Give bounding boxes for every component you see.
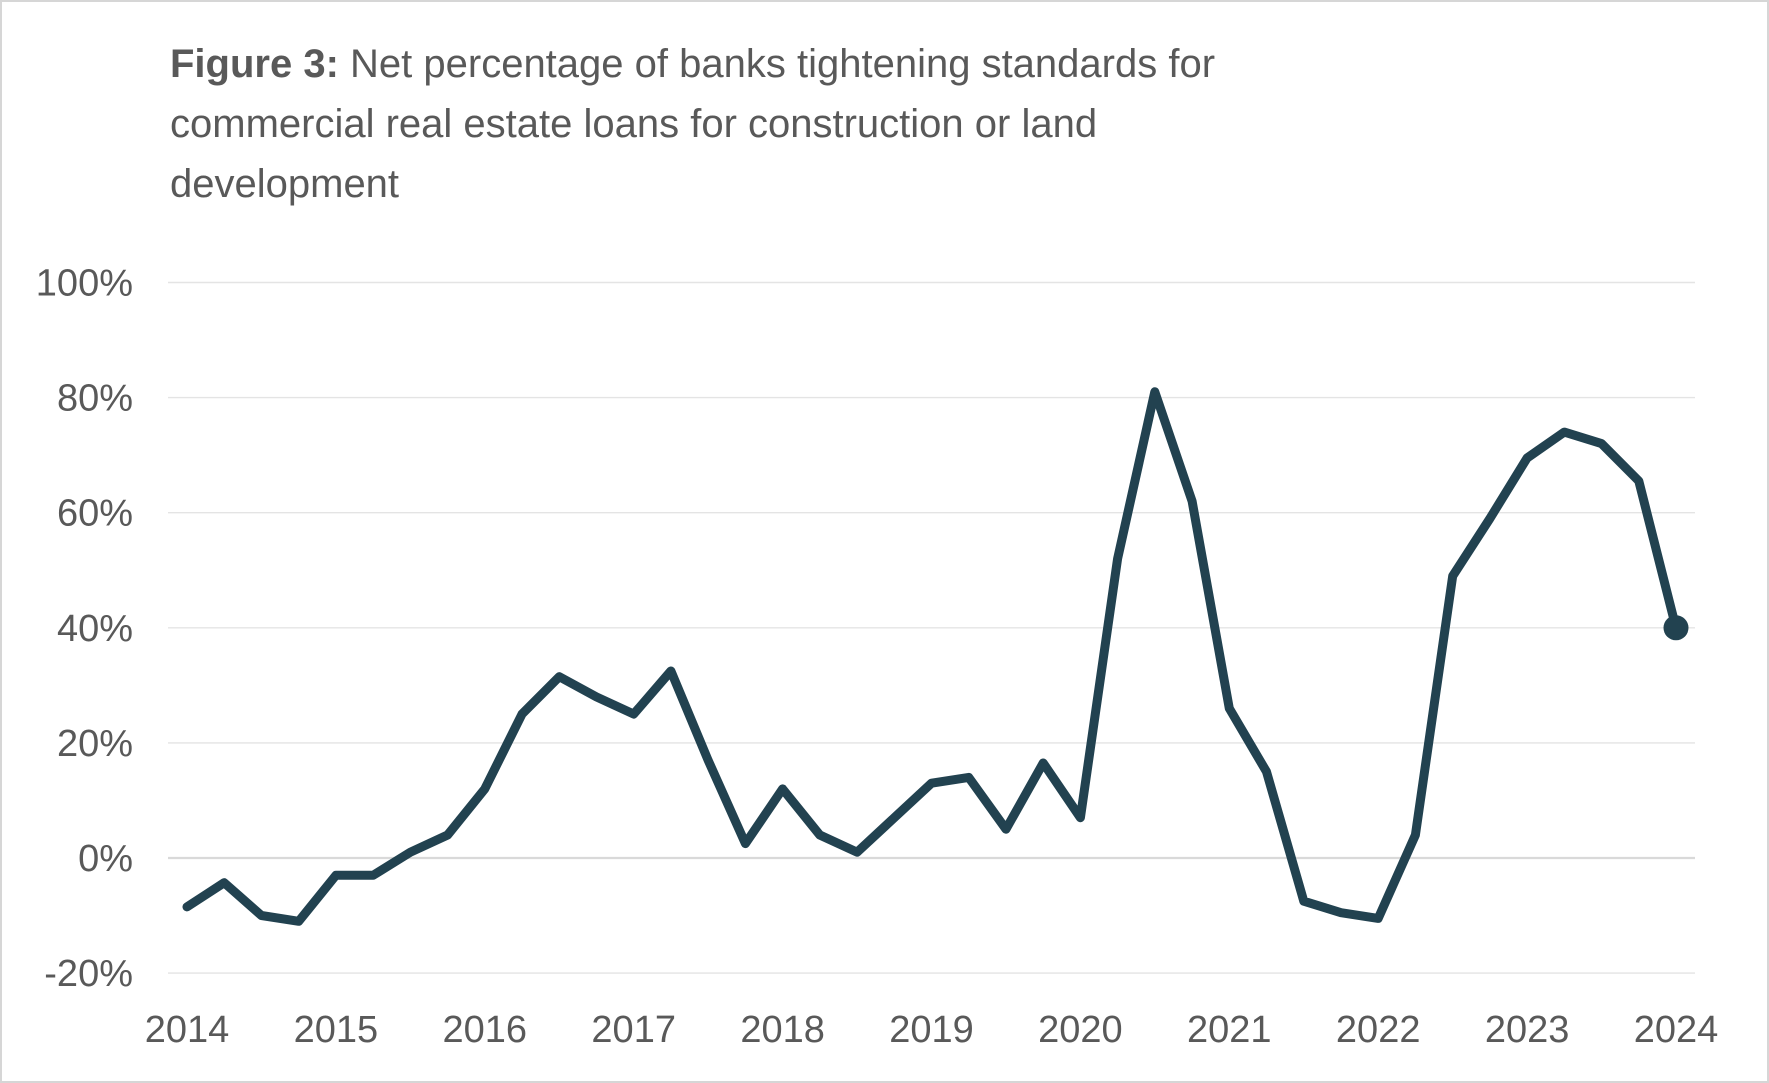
x-axis-tick-label: 2019 [889, 1009, 974, 1051]
figure-title-line3: development [170, 162, 400, 206]
y-axis-tick-label: 20% [57, 723, 133, 765]
y-axis-tick-label: 40% [57, 608, 133, 650]
y-axis-tick-label: 100% [36, 263, 133, 305]
x-axis-tick-label: 2017 [591, 1009, 676, 1051]
latest-point-marker [1663, 615, 1689, 641]
figure-title-line2: commercial real estate loans for constru… [170, 102, 1098, 146]
x-axis-tick-label: 2015 [294, 1009, 379, 1051]
x-axis-tick-label: 2022 [1336, 1009, 1421, 1051]
figure-number-label: Figure 3: [170, 42, 339, 86]
y-axis-tick-label: 60% [57, 493, 133, 535]
y-axis-tick-label: 80% [57, 378, 133, 420]
x-axis-tick-label: 2024 [1634, 1009, 1719, 1051]
x-axis-tick-label: 2021 [1187, 1009, 1272, 1051]
data-line [182, 387, 1681, 926]
x-axis-tick-label: 2018 [740, 1009, 825, 1051]
y-axis-tick-label: 0% [78, 838, 133, 880]
x-axis-tick-label: 2023 [1485, 1009, 1570, 1051]
y-axis-tick-label: -20% [44, 953, 133, 995]
x-axis-tick-label: 2016 [443, 1009, 528, 1051]
x-axis-tick-label: 2014 [145, 1009, 230, 1051]
figure-title: Figure 3: Net percentage of banks tighte… [170, 34, 1360, 214]
x-axis-tick-label: 2020 [1038, 1009, 1123, 1051]
figure-title-line1: Net percentage of banks tightening stand… [338, 42, 1216, 86]
